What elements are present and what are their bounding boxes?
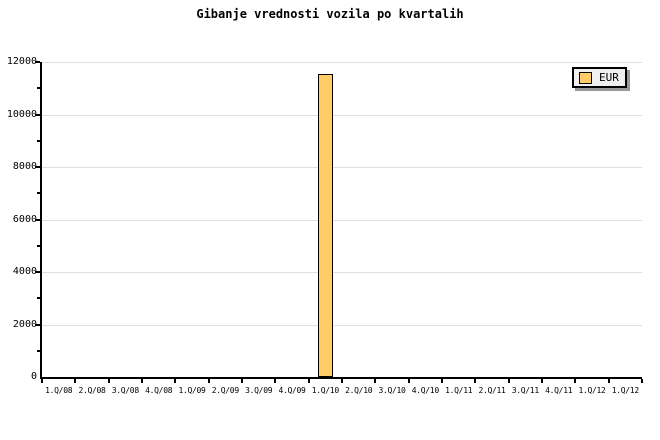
x-axis-label: 3.Q/10 [378, 386, 406, 395]
chart-title: Gibanje vrednosti vozila po kvartalih [196, 7, 464, 21]
legend-label: EUR [599, 71, 619, 84]
y-axis-tick-major [35, 113, 40, 116]
x-axis-tick [541, 379, 543, 383]
bar-1.Q/10 [317, 73, 333, 377]
x-axis-line [40, 377, 642, 379]
x-axis-label: 2.Q/11 [478, 386, 506, 395]
x-axis-tick [74, 379, 77, 383]
x-axis-tick [274, 379, 277, 383]
legend: EUR [572, 67, 627, 88]
x-axis-label: 1.Q/12 [611, 386, 639, 395]
gridline [42, 272, 642, 273]
y-axis-label: 12000 [6, 56, 37, 67]
y-axis-tick-minor [37, 87, 40, 90]
x-axis-label: 4.Q/10 [411, 386, 439, 395]
x-axis-tick [574, 379, 577, 383]
x-axis-tick [307, 379, 310, 383]
x-axis-label: 1.Q/10 [311, 386, 339, 395]
gridline [42, 114, 642, 116]
y-axis-line [40, 62, 42, 379]
x-axis-label: 2.Q/08 [78, 386, 106, 395]
y-axis-tick-minor [37, 192, 40, 195]
x-axis-tick [607, 379, 610, 383]
y-axis-label: 4000 [12, 266, 37, 277]
y-axis-tick-major [35, 61, 40, 63]
gridline [42, 167, 642, 168]
y-axis-tick-minor [37, 349, 40, 352]
y-axis-tick-minor [37, 139, 40, 142]
y-axis-tick-major [35, 323, 40, 326]
gridline [42, 62, 642, 63]
y-axis-label: 10000 [6, 108, 37, 120]
x-axis-label: 2.Q/09 [211, 386, 239, 395]
y-axis-label: 6000 [12, 213, 37, 225]
x-axis-tick [141, 379, 143, 383]
x-axis-tick [41, 379, 43, 383]
x-axis-label: 1.Q/09 [178, 386, 206, 395]
x-axis-tick [507, 379, 510, 383]
x-axis-label: 4.Q/08 [145, 386, 173, 395]
x-axis-label: 4.Q/09 [278, 386, 306, 395]
x-axis-tick [374, 379, 377, 383]
y-axis-label: 2000 [12, 318, 37, 330]
x-axis-tick [341, 379, 343, 383]
x-axis-tick [207, 379, 210, 383]
x-axis-label: 1.Q/11 [445, 386, 473, 395]
y-axis-label: 8000 [12, 161, 37, 172]
y-axis-label: 0 [30, 371, 37, 382]
y-axis-tick-major [35, 218, 40, 221]
x-axis-label: 3.Q/11 [511, 386, 539, 395]
y-axis-tick-major [35, 166, 40, 168]
x-axis-tick [241, 379, 243, 383]
x-axis-label: 4.Q/11 [545, 386, 573, 395]
gridline [42, 219, 642, 221]
x-axis-tick [641, 379, 643, 383]
y-axis-tick-minor [37, 244, 40, 247]
x-axis-tick [107, 379, 110, 383]
gridline [42, 324, 642, 326]
x-axis-label: 3.Q/08 [111, 386, 139, 395]
x-axis-label: 1.Q/08 [45, 386, 73, 395]
y-axis-tick-major [35, 271, 40, 273]
x-axis-tick [474, 379, 477, 383]
x-axis-tick [441, 379, 443, 383]
y-axis-tick-minor [37, 297, 40, 300]
x-axis-label: 2.Q/10 [345, 386, 373, 395]
x-axis-label: 3.Q/09 [245, 386, 273, 395]
legend-swatch [579, 71, 592, 84]
x-axis-tick [407, 379, 410, 383]
x-axis-label: 1.Q/12 [578, 386, 606, 395]
x-axis-tick [174, 379, 177, 383]
